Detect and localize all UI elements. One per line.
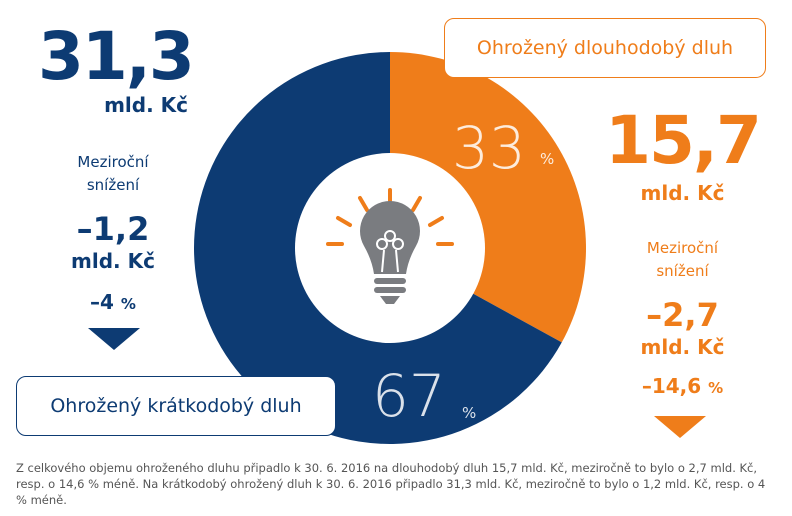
short-change-pct-wrap: –4 % — [38, 290, 188, 314]
slice-label-short: 67 — [372, 362, 446, 430]
slice-label-long: 33 — [452, 114, 526, 182]
short-debt-label: Ohrožený krátkodobý dluh — [50, 395, 302, 417]
long-change-value: –2,7 — [646, 296, 719, 334]
short-change-value: –1,2 — [76, 210, 150, 248]
slice-unit-long: % — [540, 150, 555, 168]
short-change-pct: –4 — [90, 290, 114, 314]
long-change-label-1: Meziroční — [646, 239, 719, 257]
short-debt-label-box: Ohrožený krátkodobý dluh — [16, 376, 336, 436]
short-debt-amount: 31,3 — [38, 18, 195, 95]
short-change-unit: mld. Kč — [71, 249, 155, 273]
short-change-pct-unit: % — [120, 295, 136, 313]
long-debt-amount: 15,7 — [605, 102, 762, 179]
long-change-pct-wrap: –14,6 % — [600, 374, 765, 398]
long-debt-label-box: Ohrožený dlouhodobý dluh — [444, 18, 766, 78]
short-change-label-1: Meziroční — [77, 153, 149, 171]
triangle-down-icon — [654, 416, 706, 438]
long-debt-unit: mld. Kč — [640, 181, 725, 205]
long-change-pct: –14,6 — [641, 374, 702, 398]
long-debt-label: Ohrožený dlouhodobý dluh — [476, 37, 734, 59]
long-change-label-2: snížení — [656, 262, 709, 280]
lightbulb-icon — [326, 188, 454, 304]
slice-unit-short: % — [462, 404, 477, 422]
long-change-pct-unit: % — [708, 379, 724, 397]
short-debt-unit: mld. Kč — [104, 93, 188, 117]
long-change-unit: mld. Kč — [640, 335, 725, 359]
short-change-label-2: snížení — [86, 176, 140, 194]
triangle-down-icon — [88, 328, 140, 350]
footnote: Z celkového objemu ohroženého dluhu přip… — [16, 461, 766, 507]
